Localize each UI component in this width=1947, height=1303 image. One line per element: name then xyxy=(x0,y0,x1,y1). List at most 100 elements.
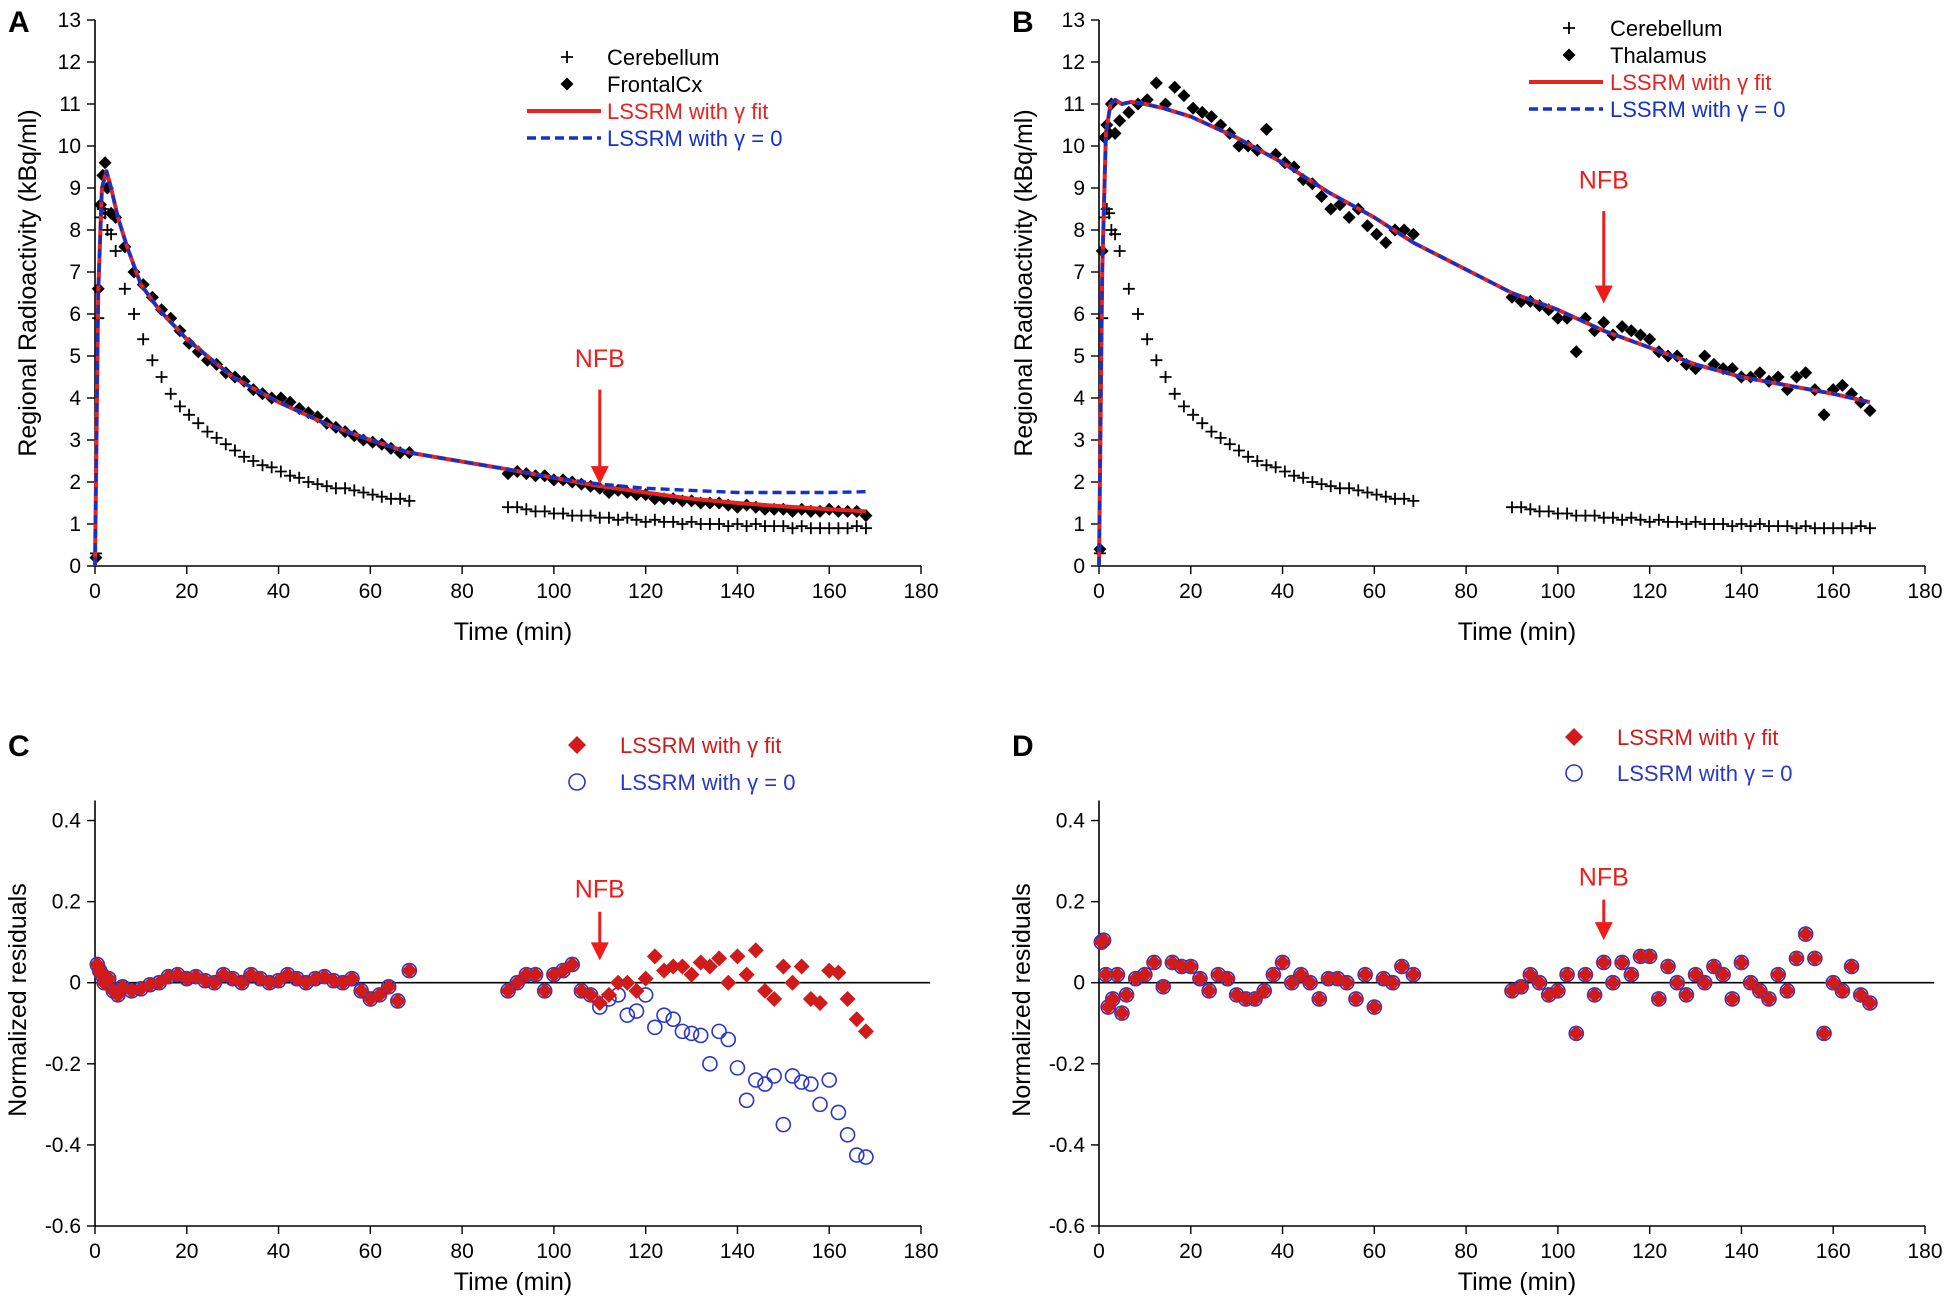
panel-b-nfb-label: NFB xyxy=(1579,166,1629,194)
panel-a-cerebellum-point xyxy=(219,438,232,451)
panel-c-lssrm-with-gamma-0-point xyxy=(729,1060,746,1076)
panel-d-lssrm-with-gamma-fit-point xyxy=(1861,995,1878,1011)
panel-a-x-tick-label: 40 xyxy=(267,580,290,603)
panel-b-lssrm-with-gamma-0-line xyxy=(1511,291,1871,404)
panel-b-legend-label: LSSRM with γ fit xyxy=(1610,70,1771,95)
panel-a-cerebellum-point xyxy=(311,478,324,491)
panel-d-lssrm-with-gamma-fit-point xyxy=(1687,966,1704,983)
panel-b-thalamus-point xyxy=(1324,202,1338,216)
panel-a-y-tick-label: 6 xyxy=(69,303,81,326)
panel-b-thalamus-point xyxy=(1195,105,1209,119)
panel-c-lssrm-with-gamma-fit-point xyxy=(665,958,682,975)
panel-c-lssrm-with-gamma-fit-point xyxy=(206,974,223,991)
panel-c-lssrm-with-gamma-0-point xyxy=(674,1023,691,1040)
panel-d-lssrm-with-gamma-fit-point xyxy=(1641,948,1658,965)
panel-a-letter: A xyxy=(8,6,30,39)
panel-d-y-tick-label: -0.2 xyxy=(1049,1053,1085,1076)
panel-a-legend-label: LSSRM with γ fit xyxy=(607,99,768,124)
panel-a-cerebellum-point xyxy=(228,444,241,457)
panel-a-x-tick-label: 80 xyxy=(450,580,473,603)
panel-d-legend-label: LSSRM with γ = 0 xyxy=(1617,761,1792,786)
panel-a-cerebellum-point xyxy=(339,482,352,495)
panel-d-lssrm-with-gamma-fit-point xyxy=(1136,966,1153,983)
panel-a-cerebellum-point xyxy=(511,501,524,514)
panel-c-plot: 0 20 40 60 80 100 120 140 160 180 -0.6 -0.4 -0.2 0 0.2… xyxy=(45,800,939,1263)
panel-d-y-tick-label: -0.4 xyxy=(1049,1134,1086,1157)
panel-c-lssrm-with-gamma-fit-point xyxy=(619,974,636,991)
panel-c-lssrm-with-gamma-fit-point xyxy=(793,958,810,975)
panel-d-plot: 0 20 40 60 80 100 120 140 160 180 -0.6 -0.4 -0.2 0 0.2… xyxy=(1049,800,1943,1263)
panel-c-nfb-arrow-head xyxy=(590,942,609,961)
panel-b-cerebellum-point xyxy=(1260,459,1273,472)
panel-c-lssrm-with-gamma-0-point xyxy=(766,1068,782,1084)
panel-b-x-tick-label: 140 xyxy=(1724,580,1759,603)
panel-a-legend-label: Cerebellum xyxy=(607,45,720,70)
panel-a-cerebellum-point xyxy=(265,461,278,474)
panel-c-x-tick-label: 80 xyxy=(450,1240,473,1263)
panel-d-x-tick-label: 60 xyxy=(1363,1240,1386,1263)
panel-b-y-tick-label: 10 xyxy=(1062,135,1085,158)
panel-b-plot: 0 20 40 60 80 100 120 140 160 1800123456789101112… xyxy=(1062,9,1943,603)
panel-b-lssrm-with-gamma-0-line xyxy=(1097,98,1415,567)
panel-b-y-tick-label: 8 xyxy=(1073,219,1085,242)
panel-a-cerebellum-point xyxy=(731,518,744,530)
panel-a-y-tick-label: 4 xyxy=(69,387,81,410)
panel-d-lssrm-with-gamma-fit-point xyxy=(1237,990,1254,1007)
panel-a-legend-label: LSSRM with γ = 0 xyxy=(607,126,782,151)
panel-d-x-tick-label: 120 xyxy=(1632,1240,1667,1263)
panel-d-x-tick-label: 40 xyxy=(1271,1240,1294,1263)
panel-a-cerebellum-point xyxy=(685,515,698,528)
panel-b-thalamus-point xyxy=(1168,80,1182,94)
panel-c-lssrm-with-gamma-0-point xyxy=(628,1003,645,1019)
panel-a-legend: Cerebellum FrontalCx LSSRM with γ fit LS… xyxy=(527,45,782,151)
panel-a-legend-plus-symbol xyxy=(561,51,573,63)
panel-b-y-tick-label: 0 xyxy=(1073,555,1085,578)
panel-b-thalamus-point xyxy=(1122,105,1136,119)
panel-a-cerebellum-point xyxy=(183,408,196,421)
panel-a-nfb-arrow-head xyxy=(590,466,609,485)
panel-c-x-tick-label: 20 xyxy=(175,1240,198,1263)
panel-b-cerebellum-point xyxy=(1297,471,1310,484)
panel-d-lssrm-with-gamma-fit-point xyxy=(1650,990,1667,1007)
panel-c-lssrm-with-gamma-0-point xyxy=(757,1076,773,1092)
panel-a-lssrm-with-gamma-0-line xyxy=(507,467,866,495)
panel-c-lssrm-with-gamma-fit-point xyxy=(564,956,581,973)
panel-b-cerebellum-point xyxy=(1141,333,1154,346)
panel-c-legend-circle-symbol xyxy=(568,773,586,791)
panel-b-cerebellum-point xyxy=(1379,490,1392,503)
panel-a-cerebellum-point xyxy=(238,450,251,463)
panel-c-lssrm-with-gamma-fit-point xyxy=(674,958,691,975)
panel-c-lssrm-with-gamma-fit-point xyxy=(371,986,388,1003)
panel-d-lssrm-with-gamma-fit-point xyxy=(1604,974,1621,991)
panel-b-cerebellum-point xyxy=(1643,515,1656,528)
panel-b-cerebellum-point xyxy=(1269,461,1282,474)
panel-d-x-tick-label: 0 xyxy=(1093,1240,1105,1263)
panel-b-thalamus-point xyxy=(1569,345,1583,359)
panel-a-y-tick-label: 3 xyxy=(69,429,81,452)
panel-a-cerebellum-point xyxy=(293,471,306,484)
panel-b-cerebellum-point xyxy=(1205,425,1218,438)
panel-a-y-tick-label: 5 xyxy=(69,345,81,368)
panel-b-cerebellum-point xyxy=(1187,408,1200,421)
panel-c-lssrm-with-gamma-fit-point xyxy=(389,992,406,1009)
panel-b-x-tick-label: 160 xyxy=(1816,580,1851,603)
panel-b-y-tick-label: 9 xyxy=(1073,177,1085,200)
panel-a-cerebellum-point xyxy=(859,522,872,535)
panel-b-cerebellum-point xyxy=(1278,465,1291,478)
panel-b-y-tick-label: 5 xyxy=(1073,345,1085,368)
panel-a-cerebellum-point xyxy=(105,228,118,241)
panel-a-cerebellum-point xyxy=(192,417,205,430)
panel-a-cerebellum-point xyxy=(621,511,634,524)
panel-d-lssrm-with-gamma-fit-point xyxy=(1595,954,1612,971)
panel-b-cerebellum-point xyxy=(1132,308,1145,320)
panel-a-frontalcx-point xyxy=(98,156,112,170)
panel-c-lssrm-with-gamma-fit-point xyxy=(380,978,397,995)
panel-b-thalamus-point xyxy=(1108,126,1122,140)
panel-d-nfb-arrow-head xyxy=(1594,922,1613,941)
panel-b-legend-label: LSSRM with γ = 0 xyxy=(1610,97,1785,122)
panel-b-cerebellum-point xyxy=(1735,518,1748,530)
panel-b-thalamus-point xyxy=(1342,210,1356,224)
panel-c-y-axis-label: Normalized residuals xyxy=(4,883,32,1116)
panel-c-y-tick-label: 0 xyxy=(69,972,81,995)
panel-b-cerebellum-point xyxy=(1680,518,1693,530)
